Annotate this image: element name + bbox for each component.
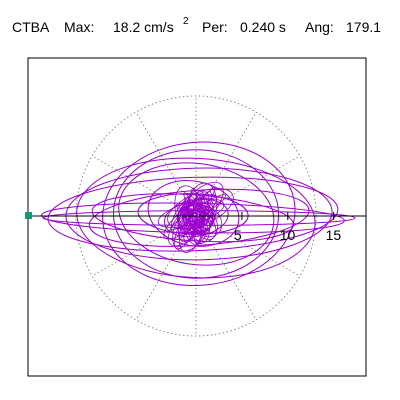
station-code: CTBA <box>12 19 50 35</box>
trace-loop-core <box>170 181 224 236</box>
direction-marker <box>25 212 33 219</box>
tick-label: 10 <box>280 227 296 243</box>
period-value: 0.240 s <box>240 19 286 35</box>
trace-loop-core <box>188 211 207 222</box>
trace-loop <box>91 193 295 243</box>
trace-loop <box>112 149 280 279</box>
max-label: Max: <box>64 19 94 35</box>
trace-loop-core <box>178 196 210 253</box>
grid-spoke <box>195 215 257 321</box>
trace-loop-core <box>192 189 206 245</box>
max-value: 18.2 cm/s <box>113 19 174 35</box>
amplitude-ticks: 5 10 15 <box>234 212 342 243</box>
trace-loop-core <box>183 192 202 234</box>
direction-axis <box>25 212 366 219</box>
max-value-exponent: 2 <box>183 16 189 27</box>
tick-label: 5 <box>234 227 242 243</box>
tick-label: 15 <box>326 227 342 243</box>
angle-value: 179.1 <box>346 19 381 35</box>
trace-loop <box>47 176 339 252</box>
trace-loop-core <box>181 202 213 227</box>
angle-label: Ang: <box>305 19 334 35</box>
grid-spoke <box>91 155 197 217</box>
trace-loop-core <box>174 185 205 236</box>
trace-loop <box>147 180 240 247</box>
particle-motion-trace <box>41 141 356 287</box>
trace-loop <box>76 157 316 279</box>
period-label: Per: <box>202 19 228 35</box>
trace-loop-core <box>177 205 201 227</box>
trace-loop <box>88 188 310 247</box>
